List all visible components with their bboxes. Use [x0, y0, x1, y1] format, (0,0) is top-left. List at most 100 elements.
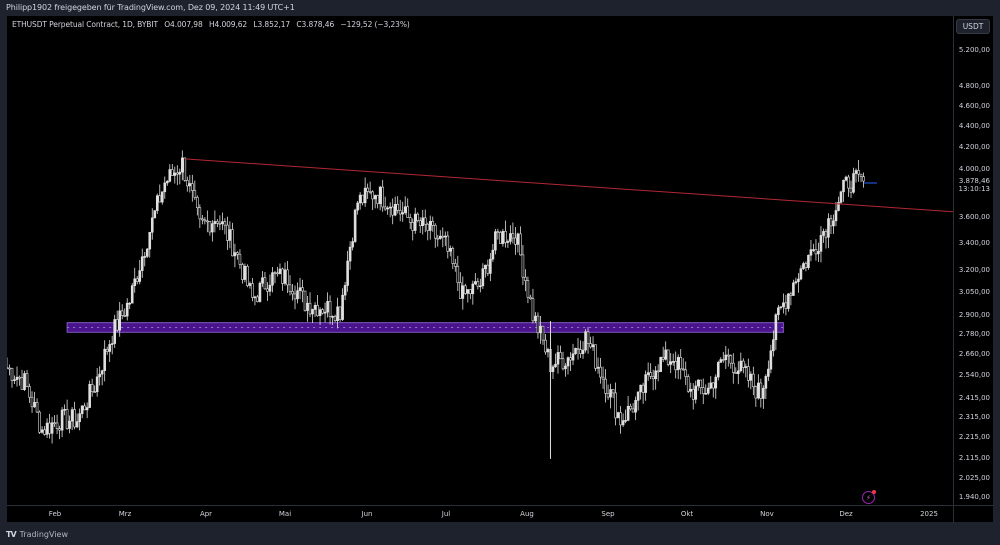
candle-body	[256, 296, 259, 302]
candle-body	[839, 191, 843, 203]
candle-body	[246, 266, 249, 286]
candle-body	[221, 221, 224, 224]
time-tick-label: Sep	[601, 510, 615, 518]
candle-body	[50, 422, 54, 434]
candle-body	[749, 373, 753, 381]
candle-body	[150, 217, 154, 233]
candle-body	[629, 405, 632, 410]
candle-body	[271, 272, 274, 286]
candle-body	[754, 386, 758, 399]
price-tick-label: 4.000,00	[958, 165, 990, 173]
candle-body	[591, 344, 595, 348]
candle-body	[817, 250, 820, 255]
plot-area[interactable]	[7, 16, 953, 505]
candle-body	[689, 388, 693, 392]
candle-body	[541, 325, 545, 341]
candle-body	[609, 389, 612, 398]
candle-body	[28, 386, 31, 398]
candle-body	[20, 377, 24, 390]
close-value: C3.878,46	[296, 20, 335, 29]
candle-body	[546, 349, 550, 353]
candle-body	[566, 357, 570, 367]
time-tick-label: 2025	[920, 510, 938, 518]
candle-body	[108, 344, 111, 352]
candle-body	[55, 422, 59, 429]
candle-body	[48, 422, 51, 434]
candle-body	[241, 264, 244, 280]
candle-body	[326, 301, 329, 313]
candle-body	[358, 194, 362, 204]
candle-body	[451, 248, 455, 264]
time-axis[interactable]: Feb Mrz Apr Mai Jun Jul Aug Sep Okt Nov Dez 2025	[7, 505, 953, 523]
candle-body	[496, 231, 500, 233]
candlestick-chart[interactable]	[7, 16, 953, 505]
symbol-name[interactable]: ETHUSDT Perpetual Contract, 1D, BYBIT	[12, 20, 158, 29]
candle-body	[371, 191, 374, 200]
candle-body	[726, 354, 730, 357]
candle-body	[411, 222, 415, 231]
candle-body	[228, 229, 232, 241]
candle-body	[261, 277, 264, 284]
candle-body	[15, 376, 19, 380]
candle-body	[100, 370, 104, 375]
candle-body	[125, 302, 129, 317]
candle-body	[83, 405, 86, 411]
candle-body	[659, 356, 662, 372]
candle-body	[466, 289, 470, 294]
candle-body	[531, 298, 535, 322]
support-zone[interactable]	[66, 322, 784, 333]
lightning-alert-icon[interactable]: ⚡	[862, 490, 876, 504]
candle-body	[701, 387, 705, 394]
candle-body	[621, 420, 625, 426]
candle-body	[160, 191, 164, 203]
candle-body	[459, 282, 462, 299]
price-tick-label: 4.400,00	[958, 121, 990, 130]
tradingview-logo-icon: TV	[6, 530, 17, 539]
candle-body	[303, 290, 307, 311]
resistance-trendline[interactable]	[184, 158, 953, 213]
price-axis[interactable]: 5.200,00 4.800,00 4.600,00 4.400,00 4.200,00…	[953, 16, 994, 505]
candle-body	[433, 225, 437, 239]
candle-body	[356, 202, 359, 211]
candle-body	[211, 223, 214, 233]
candle-body	[90, 384, 94, 392]
candle-body	[80, 405, 84, 414]
candle-body	[30, 396, 34, 408]
candle-body	[654, 370, 657, 380]
candle-body	[681, 368, 685, 371]
candle-body	[7, 367, 9, 370]
candle-body	[624, 420, 627, 422]
candle-body	[511, 233, 515, 239]
candle-body	[619, 412, 622, 426]
candle-body	[133, 278, 137, 286]
time-tick-label: Aug	[520, 510, 534, 518]
candle-body	[336, 306, 339, 321]
candle-body	[170, 169, 174, 176]
candle-body	[306, 302, 309, 311]
currency-unit-button[interactable]: USDT	[956, 19, 990, 34]
candle-body	[13, 379, 16, 381]
candle-body	[366, 187, 369, 192]
candle-body	[626, 405, 630, 421]
candle-body	[135, 278, 139, 282]
time-tick-label: Jul	[441, 510, 451, 518]
candle-body	[787, 293, 790, 309]
candle-body	[378, 186, 382, 204]
price-tick-label: 2.215,00	[958, 432, 990, 441]
price-tick-label: 4.200,00	[958, 142, 990, 151]
candle-body	[862, 176, 865, 182]
candle-body	[423, 217, 427, 225]
candle-body	[794, 281, 798, 284]
candle-body	[341, 294, 344, 320]
candle-body	[827, 218, 830, 238]
candle-body	[8, 367, 11, 370]
candle-body	[696, 379, 700, 387]
candle-body	[191, 183, 194, 191]
price-tick-label: 3.200,00	[958, 266, 990, 275]
candle-body	[393, 204, 397, 216]
candle-body	[258, 282, 262, 302]
candle-body	[564, 365, 567, 370]
candle-body	[506, 241, 510, 243]
candle-body	[499, 232, 502, 244]
candle-body	[824, 231, 828, 238]
